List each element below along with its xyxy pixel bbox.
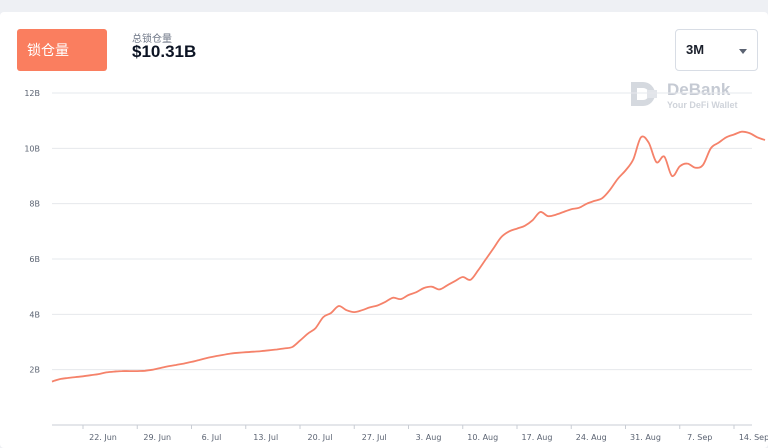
y-tick-label: 12B (24, 89, 40, 98)
x-tick-label: 29. Jun (143, 433, 171, 442)
time-range-value: 3M (686, 42, 705, 57)
debank-watermark: DeBank Your DeFi Wallet (629, 80, 749, 122)
tvl-series-line (51, 130, 766, 383)
x-tick-label: 10. Aug (467, 433, 498, 442)
total-tvl-value: $10.31B (132, 42, 197, 61)
x-tick-label: 20. Jul (308, 433, 333, 442)
x-tick-label: 17. Aug (522, 433, 553, 442)
x-tick-label: 22. Jun (89, 433, 117, 442)
watermark-tagline: Your DeFi Wallet (667, 100, 738, 110)
x-tick-label: 14. Sep (739, 433, 768, 442)
x-tick-label: 31. Aug (630, 433, 661, 442)
y-tick-label: 10B (24, 144, 40, 153)
x-tick-label: 27. Jul (362, 433, 387, 442)
y-tick-label: 4B (29, 310, 40, 319)
time-range-select[interactable]: 3M (675, 29, 758, 71)
y-tick-label: 8B (29, 200, 40, 209)
y-tick-label: 6B (29, 255, 40, 264)
chevron-down-icon (739, 49, 747, 54)
tab-tvl[interactable]: 锁仓量 (17, 29, 107, 71)
watermark-brand: DeBank (667, 80, 731, 99)
debank-logo-icon (631, 82, 657, 106)
total-tvl-label: 总锁仓量 (132, 34, 172, 45)
y-tick-label: 2B (29, 366, 40, 375)
x-tick-label: 7. Sep (687, 433, 712, 442)
x-tick-label: 3. Aug (416, 433, 442, 442)
x-tick-label: 24. Aug (576, 433, 607, 442)
x-tick-label: 6. Jul (202, 433, 222, 442)
x-tick-label: 13. Jul (253, 433, 278, 442)
chart-card: 锁仓量 总锁仓量 $10.31B 3M DeBank Your DeFi Wal… (0, 12, 768, 448)
